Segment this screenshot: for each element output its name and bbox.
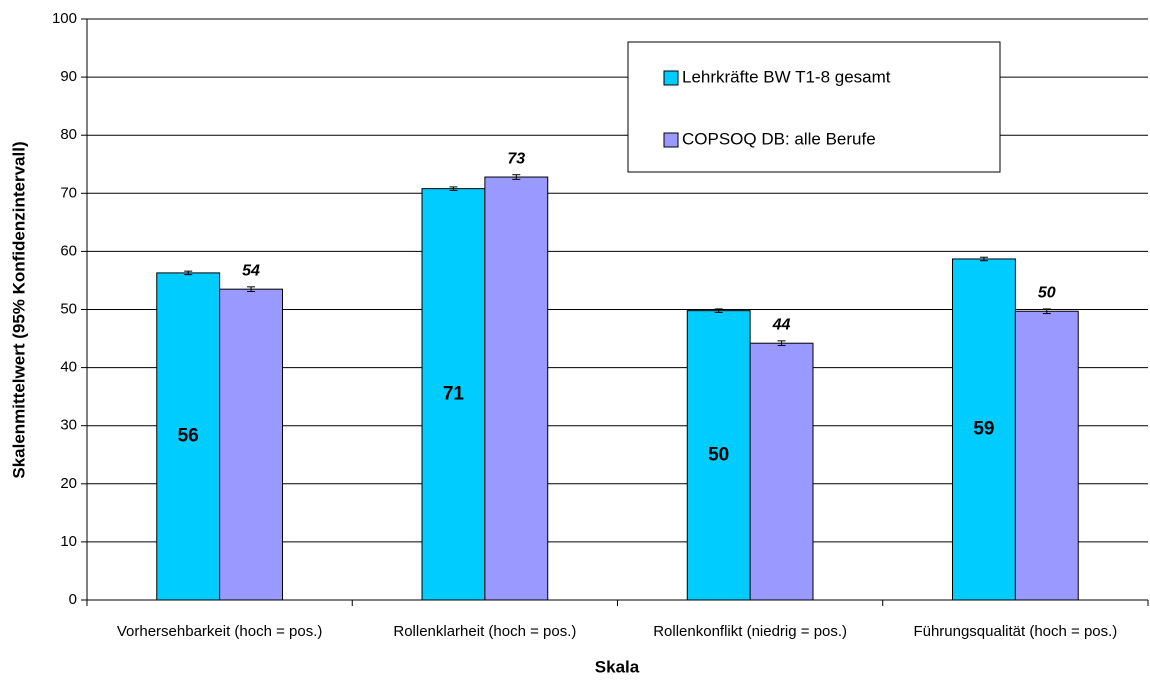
bar [484,176,549,601]
error-bar [714,308,723,313]
error-bar [512,174,521,180]
y-tick-label: 30 [60,417,77,434]
y-tick-label: 60 [60,242,77,259]
y-tick-label: 100 [52,10,77,27]
legend-box [627,41,1001,173]
y-tick-label: 20 [60,475,77,492]
y-tick-label: 80 [60,126,77,143]
legend-swatch [663,70,679,86]
x-tick-label: Rollenkonflikt (niedrig = pos.) [653,623,848,640]
data-label: 56 [178,425,199,446]
y-axis-title: Skalenmittelwert (95% Konfidenzintervall… [9,141,28,478]
legend-swatch [663,132,679,148]
error-bar [449,186,458,191]
legend: Lehrkräfte BW T1-8 gesamt COPSOQ DB: alle… [627,41,1001,173]
bar [749,342,814,601]
data-label: 59 [973,418,994,439]
data-label: 50 [1038,284,1056,301]
bar [421,188,486,601]
error-bar [1042,308,1051,315]
data-label: 50 [708,444,729,465]
error-bar [184,270,193,276]
data-label: 54 [242,262,260,279]
bar [686,310,751,601]
bar [952,258,1016,601]
error-bar [777,340,786,347]
x-tick-label: Führungsqualität (hoch = pos.) [913,623,1118,640]
bar [1014,310,1079,601]
legend-label: COPSOQ DB: alle Berufe [682,129,876,148]
y-tick-label: 40 [60,359,77,376]
y-tick-label: 90 [60,68,77,85]
bar [156,272,221,601]
y-tick-label: 50 [60,300,77,317]
error-bar [247,286,256,292]
y-tick-label: 10 [60,533,77,550]
x-tick-label: Vorhersehbarkeit (hoch = pos.) [116,623,323,640]
y-tick-label: 70 [60,184,77,201]
data-label: 71 [443,383,465,404]
error-bar [979,256,988,262]
x-axis-title: Skala [595,657,640,676]
data-label: 44 [772,316,791,333]
legend-label: Lehrkräfte BW T1-8 gesamt [682,67,891,86]
data-label: 73 [507,150,525,167]
bar [219,288,283,601]
y-tick-label: 0 [69,591,77,608]
x-tick-label: Rollenklarheit (hoch = pos.) [393,623,577,640]
